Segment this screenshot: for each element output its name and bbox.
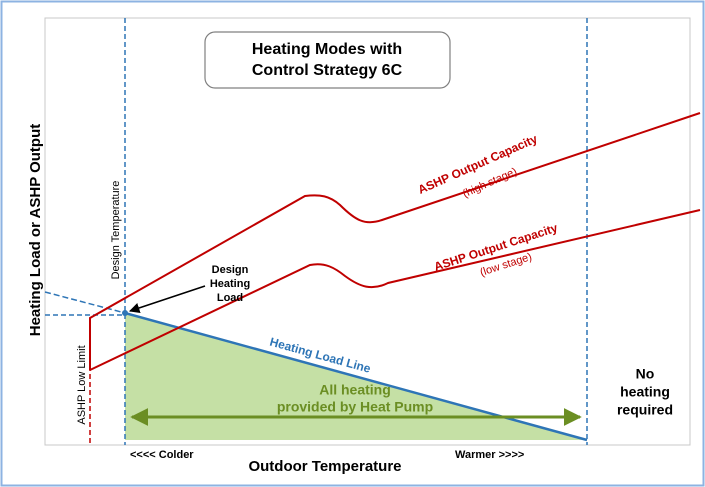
title: Control Strategy 6C: [252, 62, 403, 79]
title-box: [204, 31, 451, 89]
no-heating-label: No: [636, 366, 655, 382]
design-load-label: Load: [217, 292, 243, 304]
design-load-label: Design: [212, 264, 249, 276]
design-point: [122, 310, 128, 316]
high-stage-line: [89, 112, 701, 370]
title: Heating Modes with: [252, 41, 402, 58]
low-stage-line: [89, 209, 701, 371]
no-heating-label: required: [617, 402, 673, 418]
x-left-label: <<<< Colder: [130, 449, 194, 461]
heat-pump-label: All heating: [319, 382, 391, 398]
design-load-arrow: [129, 285, 206, 313]
x-right-label: Warmer >>>>: [455, 449, 524, 461]
no-heating-label: heating: [620, 384, 670, 400]
y-axis-label: Heating Load or ASHP Output: [27, 124, 44, 337]
heat-pump-label: provided by Heat Pump: [277, 399, 433, 415]
low-limit-label: ASHP Low Limit: [76, 345, 88, 424]
design-load-label: Heating: [210, 278, 250, 290]
x-axis-label: Outdoor Temperature: [248, 458, 401, 475]
design-temp-label: Design Temperature: [110, 181, 122, 280]
load-extension: [44, 291, 126, 314]
